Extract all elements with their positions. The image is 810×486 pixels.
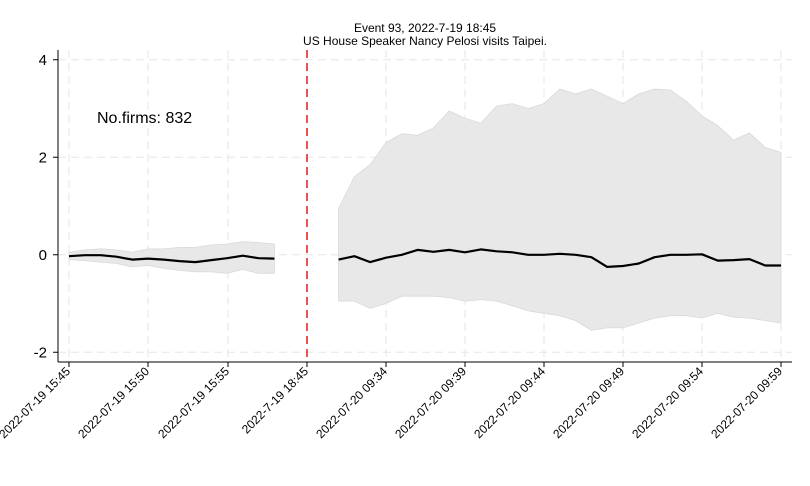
x-tick-label: 2022-07-20 09:54 <box>629 364 706 441</box>
x-tick-label: 2022-07-20 09:39 <box>392 364 469 441</box>
chart-title: Event 93, 2022-7-19 18:45 <box>354 21 496 35</box>
y-tick-label: 2 <box>39 149 47 166</box>
mean-line-post-event <box>338 248 781 268</box>
y-tick-label: 0 <box>39 247 47 264</box>
x-tick-label: 2022-07-20 09:44 <box>471 364 548 441</box>
y-tick-label: -2 <box>34 344 47 361</box>
confidence-band-pre-event <box>68 241 275 274</box>
y-tick-label: 4 <box>39 52 47 69</box>
x-tick-label: 2022-7-19 18:45 <box>239 364 311 436</box>
mean-line-pre-event <box>68 254 275 264</box>
x-tick-label: 2022-07-20 09:59 <box>708 364 785 441</box>
x-tick-label: 2022-07-20 09:49 <box>550 364 627 441</box>
firm-count-annotation: No.firms: 832 <box>97 110 192 127</box>
x-tick-label: 2022-07-20 09:34 <box>313 364 390 441</box>
x-tick-label: 2022-07-19 15:55 <box>155 364 232 441</box>
x-tick-label: 2022-07-19 15:45 <box>0 364 73 441</box>
confidence-band-post-event <box>338 88 782 331</box>
chart-subtitle: US House Speaker Nancy Pelosi visits Tai… <box>303 34 547 48</box>
x-tick-label: 2022-07-19 15:50 <box>75 364 152 441</box>
confidence-bands <box>68 88 782 331</box>
mean-lines <box>68 248 781 268</box>
